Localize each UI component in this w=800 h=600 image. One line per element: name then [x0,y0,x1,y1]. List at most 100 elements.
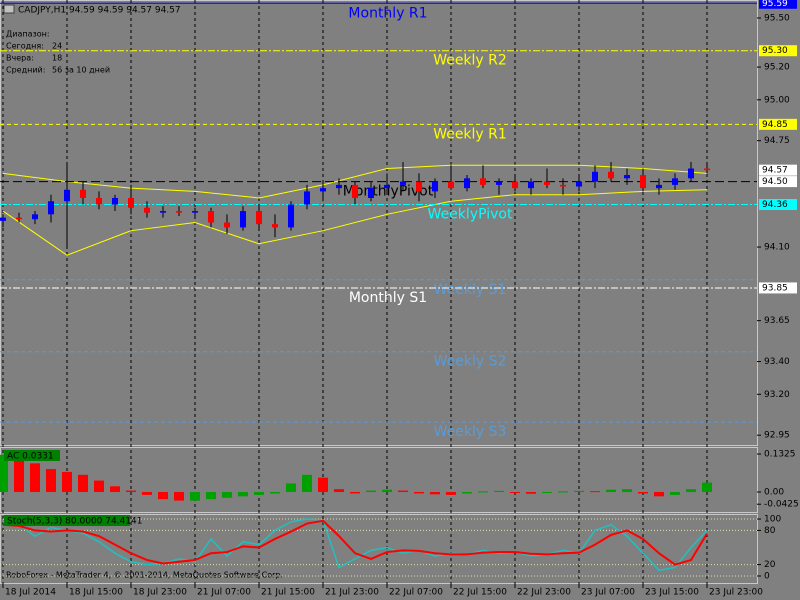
bar [110,486,120,493]
bar [558,491,568,493]
candle-body [48,201,54,215]
bar [414,492,424,494]
price-box-label: 95.30 [762,46,788,56]
bar [222,492,232,498]
candle-body [224,222,230,228]
info-label: Сегодня: [6,42,44,51]
price-box-label: 94.85 [762,120,788,130]
candle-body [576,181,582,187]
candle-body [176,211,182,213]
bar [46,469,56,493]
candle-body [560,184,566,187]
candle-body [208,211,214,223]
bar [0,454,8,493]
bar [462,492,472,494]
bar [526,492,536,494]
level-name: WeeklyPivot [428,207,513,223]
bar [62,471,72,493]
x-tick-label: 23 Jul 15:00 [645,588,699,598]
y-tick-label: 94.75 [764,136,790,146]
price-box [759,199,797,211]
bar [494,490,504,493]
y-tick-label: 93.40 [764,357,790,367]
info-value: 18 [52,54,62,63]
candle-body [608,171,614,179]
price-box [759,164,797,176]
candle-body [16,217,22,220]
chart-title: CADJPY,H1 94.59 94.59 94.57 94.57 [18,6,181,16]
bar [574,490,584,493]
bar [190,492,200,501]
level-name: Weekly S3 [434,424,507,440]
candle-body [688,168,694,179]
bar [78,474,88,493]
candle-body [336,184,342,189]
price-box-label: 95.59 [762,0,788,9]
bar [702,482,712,493]
level-name: Monthly S1 [349,290,427,306]
y-tick-label: 20 [764,560,776,570]
candle-body [528,181,534,189]
candle-body [272,224,278,228]
candle-body [624,175,630,179]
candle-body [192,211,198,213]
candle-body [240,211,246,228]
candle-body [320,188,326,192]
y-tick-label: 92.95 [764,431,790,441]
bar [622,489,632,493]
level-name: Weekly S1 [434,282,507,298]
y-tick-label: -0.0425 [764,500,799,510]
candle-body [352,184,358,198]
bar [686,489,696,493]
bar [654,492,664,497]
candle-body [256,211,262,225]
candle-body [384,184,390,189]
y-tick-label: 93.65 [764,316,790,326]
y-tick-label: 100 [764,515,781,525]
candle-body [496,181,502,185]
level-name: Weekly R1 [433,126,507,142]
bar [126,490,136,493]
price-box [759,176,797,188]
bar [254,492,264,495]
band-line [2,189,708,256]
x-tick-label: 21 Jul 15:00 [261,588,315,598]
candle-body [704,168,710,171]
x-tick-label: 21 Jul 23:00 [325,588,379,598]
bar [142,492,152,495]
price-box-label: 94.36 [762,200,788,210]
info-label: Вчера: [6,54,34,63]
candle-body [480,178,486,185]
indicator-title-box [4,515,130,526]
candle-body [112,197,118,205]
x-tick-label: 21 Jul 07:00 [197,588,251,598]
candle-body [0,217,6,221]
symbol-icon [3,4,15,14]
bar [302,474,312,493]
bar [94,480,104,493]
bar [206,492,216,500]
stoch-line [2,519,708,566]
bar [286,483,296,493]
bar [398,490,408,493]
candle-body [432,181,438,192]
info-label: Диапазон: [6,30,50,39]
y-tick-label: 95.00 [764,95,790,105]
info-value: 56 за 10 дней [52,66,110,75]
candle-body [656,184,662,189]
x-tick-label: 18 Jul 23:00 [133,588,187,598]
bar [174,492,184,501]
info-label: Средний: [6,66,45,75]
bar [270,492,280,494]
bar [334,489,344,493]
candle-body [464,178,470,189]
bar [670,492,680,495]
band-line [2,164,708,199]
x-tick-label: 18 Jul 2014 [5,588,56,598]
y-tick-label: 94.10 [764,243,790,253]
price-box [759,282,797,294]
bar [446,492,456,495]
y-tick-label: 80 [764,526,776,536]
